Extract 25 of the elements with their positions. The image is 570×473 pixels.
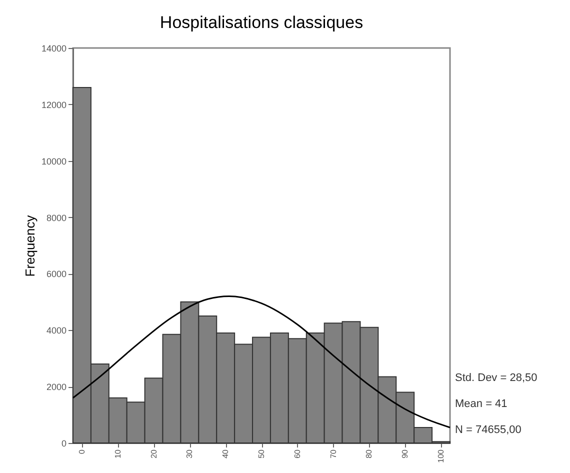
x-tick-label: 10 (113, 448, 122, 458)
y-tick-label: 10000 (41, 156, 66, 166)
y-tick-label: 12000 (41, 100, 66, 110)
x-tick-label: 20 (149, 448, 158, 458)
y-tick-label: 8000 (46, 212, 66, 223)
y-tick-label: 14000 (41, 44, 66, 54)
x-tick-label: 90 (400, 448, 410, 458)
x-tick-label: 0 (77, 448, 86, 454)
chart-title: Hospitalisations classiques (160, 13, 364, 32)
y-tick-label: 0 (61, 438, 66, 448)
x-tick-label: 40 (221, 448, 230, 458)
y-tick-label: 2000 (46, 382, 66, 392)
x-tick-label: 50 (257, 448, 266, 458)
x-tick-label: 60 (292, 448, 302, 458)
x-tick-label: 100 (436, 448, 446, 463)
text: Mean = 41 (455, 397, 508, 412)
x-tick-label: 30 (185, 448, 194, 458)
y-tick-label: 6000 (46, 269, 66, 280)
line-series (72, 296, 451, 428)
y-tick-label: 4000 (46, 326, 66, 336)
x-tick-label: 70 (328, 448, 338, 458)
text: N = 74655,00 (455, 423, 522, 438)
text: Std. Dev = 28,50 (455, 371, 538, 386)
x-tick-label: 80 (364, 448, 374, 458)
y-axis-title: Frequency (22, 214, 38, 277)
